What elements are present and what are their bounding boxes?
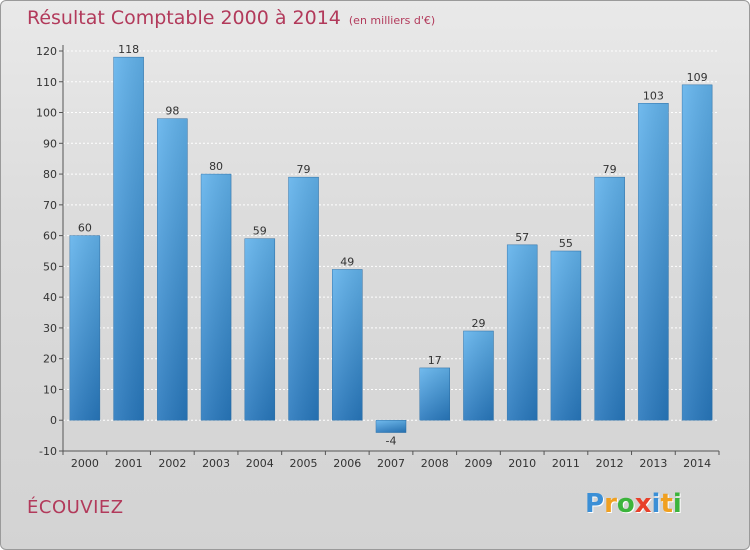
x-tick-label: 2000 bbox=[71, 457, 99, 470]
bar-shade bbox=[376, 420, 406, 433]
x-tick-label: 2002 bbox=[158, 457, 186, 470]
bar-shade bbox=[244, 238, 275, 421]
bar-shade bbox=[332, 269, 363, 421]
y-tick-label: 110 bbox=[36, 76, 57, 89]
data-label: 57 bbox=[515, 231, 529, 244]
data-label: 80 bbox=[209, 160, 223, 173]
logo-letter: i bbox=[651, 489, 661, 519]
y-tick-label: 120 bbox=[36, 45, 57, 58]
data-label: -4 bbox=[386, 435, 397, 448]
x-tick-label: 2008 bbox=[421, 457, 449, 470]
proxiti-logo: Proxiti bbox=[585, 489, 682, 519]
chart-title-text: Résultat Comptable 2000 à 2014 bbox=[27, 7, 341, 29]
x-tick-label: 2010 bbox=[508, 457, 536, 470]
x-tick-label: 2001 bbox=[115, 457, 143, 470]
x-tick-label: 2013 bbox=[639, 457, 667, 470]
y-tick-label: 40 bbox=[43, 291, 57, 304]
bar-shade bbox=[288, 177, 319, 421]
bar-shade bbox=[594, 177, 625, 421]
bar-shade bbox=[682, 84, 713, 421]
data-label: 49 bbox=[340, 255, 354, 268]
logo-letter: r bbox=[604, 489, 617, 519]
y-tick-label: 0 bbox=[50, 414, 57, 427]
bar-shade bbox=[201, 174, 232, 421]
x-tick-label: 2006 bbox=[333, 457, 361, 470]
y-tick-label: 30 bbox=[43, 322, 57, 335]
y-tick-label: 100 bbox=[36, 107, 57, 120]
bar-shade bbox=[638, 103, 669, 421]
data-label: 109 bbox=[687, 71, 708, 84]
data-label: 98 bbox=[165, 105, 179, 118]
bar-shade bbox=[113, 57, 144, 421]
bar-shade bbox=[463, 331, 494, 421]
bar-shade bbox=[550, 251, 581, 421]
x-tick-label: 2005 bbox=[290, 457, 318, 470]
logo-letter: o bbox=[616, 489, 635, 519]
bar-shade bbox=[69, 235, 100, 421]
data-label: 79 bbox=[603, 163, 617, 176]
x-tick-label: 2011 bbox=[552, 457, 580, 470]
y-tick-label: 10 bbox=[43, 383, 57, 396]
y-tick-label: -10 bbox=[39, 445, 57, 458]
data-label: 79 bbox=[297, 163, 311, 176]
bar-shade bbox=[419, 367, 450, 421]
data-label: 29 bbox=[471, 317, 485, 330]
chart-subtitle: (en milliers d'€) bbox=[348, 14, 436, 27]
x-tick-label: 2009 bbox=[464, 457, 492, 470]
logo-letter: i bbox=[672, 489, 682, 519]
x-tick-label: 2003 bbox=[202, 457, 230, 470]
bar-shade bbox=[157, 118, 188, 421]
y-tick-label: 60 bbox=[43, 230, 57, 243]
y-tick-label: 50 bbox=[43, 260, 57, 273]
data-label: 59 bbox=[253, 225, 267, 238]
commune-name: ÉCOUVIEZ bbox=[27, 497, 124, 518]
logo-letter: x bbox=[634, 489, 652, 519]
y-tick-label: 80 bbox=[43, 168, 57, 181]
logo-letter: t bbox=[660, 489, 673, 519]
data-label: 118 bbox=[118, 43, 139, 56]
x-tick-label: 2012 bbox=[596, 457, 624, 470]
x-tick-label: 2007 bbox=[377, 457, 405, 470]
bar-shade bbox=[507, 244, 538, 421]
x-tick-label: 2014 bbox=[683, 457, 711, 470]
chart-title: Résultat Comptable 2000 à 2014 (en millie… bbox=[27, 7, 435, 29]
data-label: 103 bbox=[643, 89, 664, 102]
data-label: 60 bbox=[78, 222, 92, 235]
y-tick-label: 20 bbox=[43, 353, 57, 366]
data-label: 55 bbox=[559, 237, 573, 250]
y-tick-label: 70 bbox=[43, 199, 57, 212]
y-tick-label: 90 bbox=[43, 137, 57, 150]
logo-letter: P bbox=[585, 489, 605, 519]
data-label: 17 bbox=[428, 354, 442, 367]
x-tick-label: 2004 bbox=[246, 457, 274, 470]
